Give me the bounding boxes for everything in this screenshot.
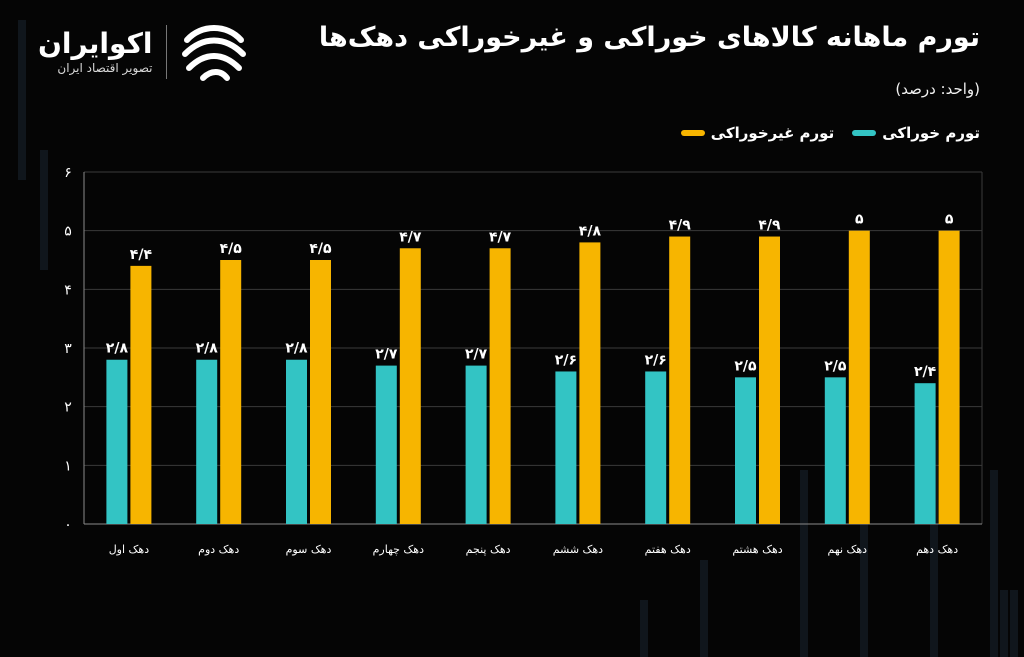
chart-title: تورم ماهانه کالاهای خوراکی و غیرخوراکی د… (318, 22, 980, 53)
x-tick-label: دهک ششم (553, 543, 603, 556)
data-label-nonfood: ۴/۷ (489, 229, 512, 245)
data-label-nonfood: ۴/۵ (309, 241, 332, 257)
x-tick-label: دهک هفتم (645, 543, 691, 556)
background-deco-bar (640, 600, 648, 657)
x-tick-label: دهک نهم (828, 543, 868, 556)
bar-nonfood (579, 242, 601, 524)
x-tick-label: دهک هشتم (732, 543, 782, 556)
background-deco-bar (800, 470, 808, 657)
data-label-food: ۲/۷ (375, 347, 398, 363)
bar-food (106, 359, 128, 524)
brand-logo: اکوایران تصویر اقتصاد ایران (38, 22, 247, 82)
bar-nonfood (669, 236, 691, 525)
bar-nonfood (938, 230, 960, 524)
x-tick-label: دهک اول (109, 543, 150, 556)
legend-swatch-nonfood (680, 130, 705, 136)
data-label-food: ۲/۷ (465, 347, 488, 363)
ecoiran-logo-icon (182, 25, 247, 81)
bar-food (735, 377, 756, 524)
brand-tagline: تصویر اقتصاد ایران (57, 61, 153, 76)
y-tick-label: ۴ (64, 282, 72, 298)
legend-item-nonfood: تورم غیرخوراکی (680, 124, 835, 142)
background-deco-bar (18, 20, 26, 180)
legend-swatch-food (852, 130, 877, 136)
brand-text: اکوایران تصویر اقتصاد ایران (38, 26, 153, 76)
data-label-nonfood: ۴/۵ (220, 241, 243, 257)
data-label-food: ۲/۶ (645, 352, 667, 368)
data-label-nonfood: ۴/۸ (579, 223, 602, 239)
bar-nonfood (310, 260, 331, 524)
bar-nonfood (130, 265, 152, 524)
bar-food (465, 365, 487, 524)
data-label-food: ۲/۸ (285, 341, 308, 357)
legend-label-nonfood: تورم غیرخوراکی (710, 124, 835, 142)
data-label-nonfood: ۵ (945, 212, 954, 228)
bar-nonfood (220, 260, 242, 524)
bar-nonfood (759, 236, 780, 525)
bar-food (286, 359, 307, 524)
background-deco-bar (1010, 590, 1018, 657)
x-tick-label: دهک دوم (198, 543, 239, 556)
background-deco-bar (40, 150, 48, 270)
background-deco-bar (1000, 590, 1008, 657)
bar-nonfood (489, 248, 511, 524)
data-label-nonfood: ۴/۹ (758, 218, 781, 234)
bar-food (196, 359, 218, 524)
background-deco-bar (860, 520, 868, 657)
bar-food (375, 365, 397, 524)
x-tick-label: دهک سوم (286, 543, 332, 556)
y-tick-label: ۶ (64, 165, 72, 181)
legend-item-food: تورم خوراکی (852, 124, 980, 142)
x-tick-label: دهک چهارم (373, 543, 424, 556)
data-label-food: ۲/۸ (196, 341, 219, 357)
x-tick-label: دهک دهم (916, 543, 958, 556)
data-label-food: ۲/۴ (914, 364, 937, 380)
bar-food (824, 377, 846, 524)
y-tick-label: ۲ (64, 400, 72, 416)
legend-label-food: تورم خوراکی (882, 124, 980, 142)
data-label-food: ۲/۵ (824, 358, 847, 374)
y-tick-label: ۰ (64, 517, 72, 533)
data-label-food: ۲/۶ (555, 352, 577, 368)
data-label-food: ۲/۵ (734, 358, 757, 374)
background-deco-bar (700, 560, 708, 657)
chart-legend: تورم غیرخوراکی تورم خوراکی (680, 124, 980, 142)
x-tick-label: دهک پنجم (466, 543, 511, 556)
y-tick-label: ۱ (64, 458, 72, 474)
data-label-nonfood: ۴/۷ (399, 229, 422, 245)
chart-unit: (واحد: درصد) (895, 80, 980, 98)
data-label-nonfood: ۴/۹ (669, 218, 692, 234)
background-deco-bar (930, 440, 938, 657)
bar-food (555, 371, 577, 524)
data-label-nonfood: ۴/۴ (130, 247, 153, 263)
bar-nonfood (848, 230, 870, 524)
data-label-food: ۲/۸ (106, 341, 129, 357)
background-deco-bar (990, 470, 998, 657)
bar-food (645, 371, 667, 524)
logo-divider (166, 25, 168, 79)
bar-nonfood (399, 248, 421, 524)
bar-food (914, 383, 936, 524)
y-tick-label: ۳ (64, 341, 72, 357)
data-label-nonfood: ۵ (855, 212, 864, 228)
brand-name: اکوایران (38, 26, 153, 60)
y-tick-label: ۵ (64, 224, 72, 240)
